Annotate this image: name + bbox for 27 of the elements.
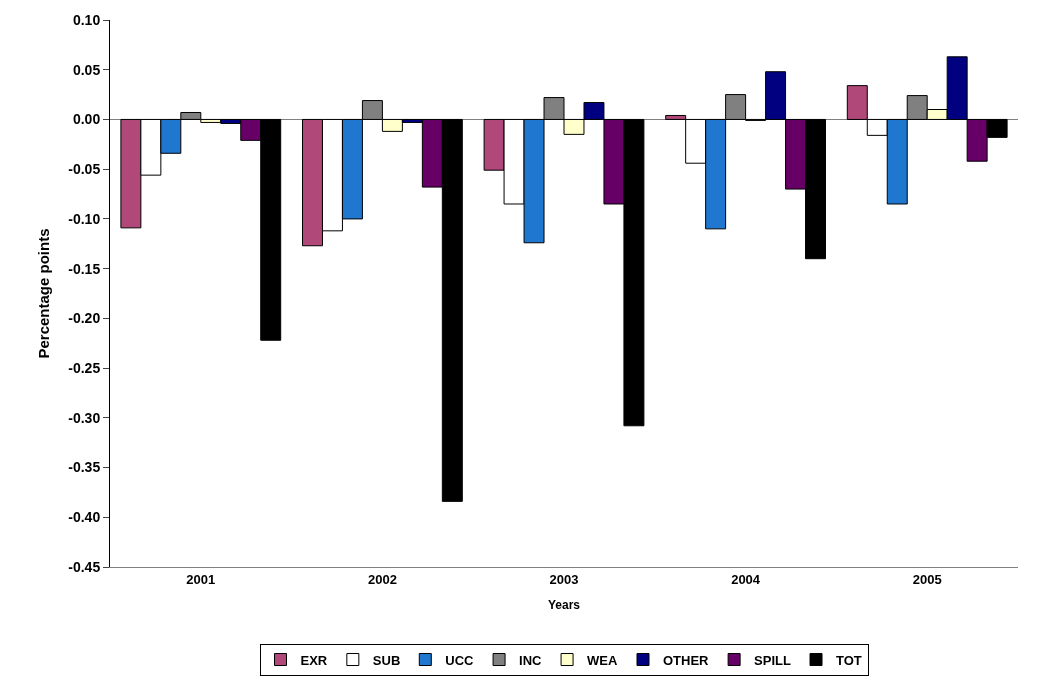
y-tick-label: 0.00	[72, 111, 101, 128]
y-tick-label: -0.15	[68, 260, 101, 277]
y-tick-label: 0.10	[72, 11, 101, 28]
legend-label: SUB	[372, 652, 401, 668]
x-tick-label: 2001	[186, 571, 216, 587]
y-tick-label: -0.45	[68, 558, 101, 575]
x-tick-label: 2004	[731, 571, 761, 587]
legend-label: TOT	[836, 652, 862, 668]
x-tick-label: 2002	[367, 571, 397, 587]
y-tick-label: 0.05	[72, 61, 101, 78]
x-tick-label: 2005	[912, 571, 942, 587]
y-tick-label: -0.20	[68, 310, 101, 327]
y-tick-label: -0.05	[68, 161, 101, 178]
y-tick-label: -0.35	[68, 459, 101, 476]
y-tick-label: -0.30	[68, 409, 101, 426]
y-axis-title: Percentage points	[34, 228, 52, 359]
legend-label: OTHER	[663, 652, 710, 668]
y-tick-label: -0.25	[68, 359, 101, 376]
x-tick-label: 2003	[549, 571, 579, 587]
legend-label: WEA	[587, 652, 619, 668]
legend-label: SPILL	[754, 652, 792, 668]
legend-label: INC	[519, 652, 543, 668]
y-tick-label: -0.10	[68, 210, 101, 227]
y-tick-label: -0.40	[68, 509, 101, 526]
legend-label: UCC	[445, 652, 475, 668]
legend-label: EXR	[300, 652, 328, 668]
x-axis-title: Years	[547, 598, 581, 613]
